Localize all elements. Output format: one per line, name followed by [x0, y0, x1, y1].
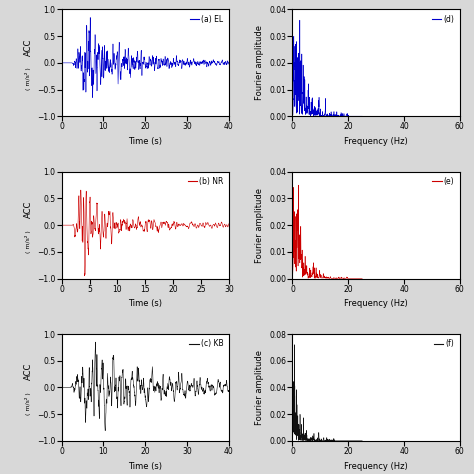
Text: ( m/s² ): ( m/s² ) — [25, 230, 31, 253]
Legend: (d): (d) — [430, 13, 456, 25]
X-axis label: Frequency (Hz): Frequency (Hz) — [344, 137, 408, 146]
X-axis label: Frequency (Hz): Frequency (Hz) — [344, 462, 408, 471]
Text: ACC: ACC — [24, 201, 33, 218]
Legend: (e): (e) — [431, 175, 456, 188]
X-axis label: Time (s): Time (s) — [128, 300, 162, 309]
Y-axis label: Fourier amplitude: Fourier amplitude — [255, 350, 264, 425]
Legend: (b) NR: (b) NR — [186, 175, 225, 188]
Text: ACC: ACC — [24, 363, 33, 380]
Legend: (f): (f) — [433, 338, 456, 350]
Y-axis label: Fourier amplitude: Fourier amplitude — [255, 188, 264, 263]
X-axis label: Time (s): Time (s) — [128, 462, 162, 471]
X-axis label: Time (s): Time (s) — [128, 137, 162, 146]
Text: ( m/s² ): ( m/s² ) — [25, 67, 31, 90]
Text: ACC: ACC — [24, 38, 33, 55]
Legend: (a) EL: (a) EL — [189, 13, 225, 25]
Y-axis label: Fourier amplitude: Fourier amplitude — [255, 26, 264, 100]
Text: ( m/s² ): ( m/s² ) — [25, 392, 31, 415]
Legend: (c) KB: (c) KB — [188, 338, 225, 350]
X-axis label: Frequency (Hz): Frequency (Hz) — [344, 300, 408, 309]
